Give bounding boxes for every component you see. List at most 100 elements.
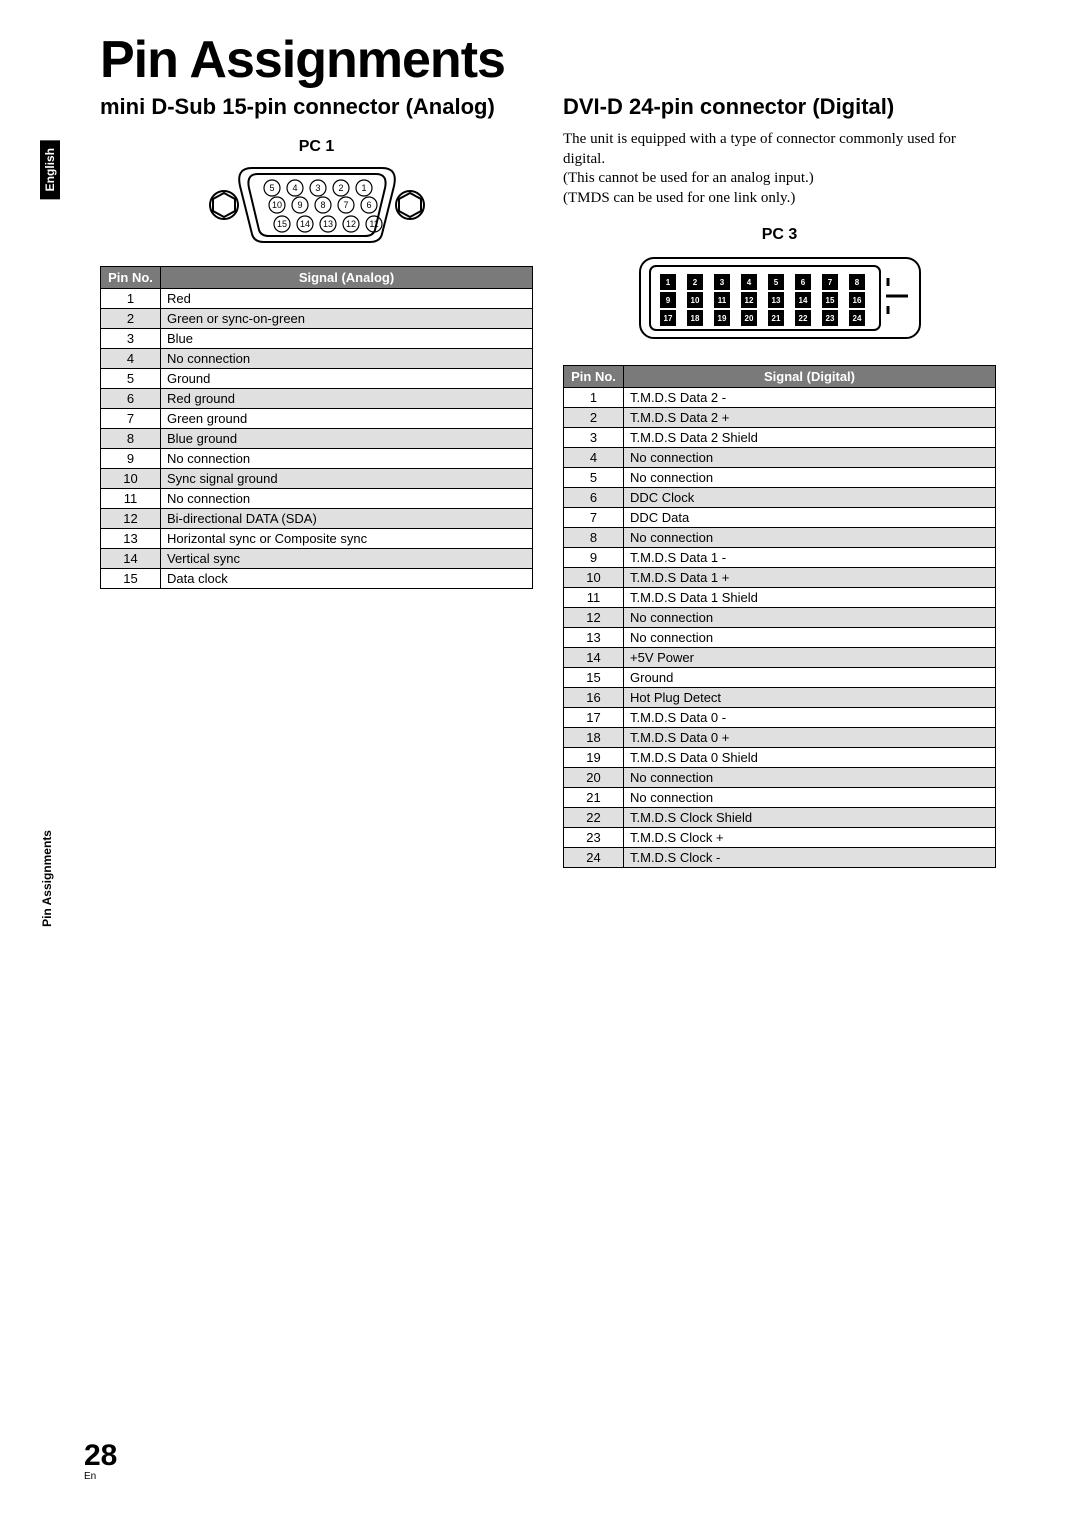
column-digital: DVI-D 24-pin connector (Digital) The uni… [563,94,996,868]
pin-no-cell: 13 [101,529,161,549]
table-row: 14Vertical sync [101,549,533,569]
table-row: 10T.M.D.S Data 1 + [564,568,996,588]
th-signal: Signal (Digital) [624,366,996,388]
svg-text:24: 24 [852,314,861,323]
signal-cell: Sync signal ground [161,469,533,489]
signal-cell: Blue [161,329,533,349]
table-row: 9No connection [101,449,533,469]
pin-no-cell: 1 [101,289,161,309]
table-row: 11T.M.D.S Data 1 Shield [564,588,996,608]
signal-cell: Ground [161,369,533,389]
page-number-value: 28 [84,1439,117,1472]
table-row: 9T.M.D.S Data 1 - [564,548,996,568]
pin-no-cell: 16 [564,688,624,708]
signal-cell: +5V Power [624,648,996,668]
digital-body-3: (TMDS can be used for one link only.) [563,189,996,209]
pin-no-cell: 3 [564,428,624,448]
pin-no-cell: 14 [101,549,161,569]
table-row: 3T.M.D.S Data 2 Shield [564,428,996,448]
signal-cell: T.M.D.S Data 0 Shield [624,748,996,768]
signal-cell: T.M.D.S Data 0 - [624,708,996,728]
signal-cell: No connection [161,449,533,469]
table-row: 19T.M.D.S Data 0 Shield [564,748,996,768]
pin-no-cell: 11 [101,489,161,509]
svg-text:22: 22 [798,314,807,323]
table-row: 22T.M.D.S Clock Shield [564,808,996,828]
table-row: 14+5V Power [564,648,996,668]
section-title-analog: mini D-Sub 15-pin connector (Analog) [100,94,533,120]
signal-cell: No connection [624,608,996,628]
th-pin-no: Pin No. [101,267,161,289]
svg-text:5: 5 [773,278,778,287]
signal-cell: DDC Clock [624,488,996,508]
signal-cell: T.M.D.S Clock Shield [624,808,996,828]
signal-cell: No connection [624,448,996,468]
signal-cell: No connection [161,489,533,509]
table-row: 11No connection [101,489,533,509]
svg-text:3: 3 [719,278,724,287]
pin-no-cell: 15 [564,668,624,688]
table-row: 13Horizontal sync or Composite sync [101,529,533,549]
page-lang: En [84,1471,117,1482]
pin-no-cell: 5 [101,369,161,389]
table-row: 6DDC Clock [564,488,996,508]
svg-text:1: 1 [665,278,670,287]
dsub15-diagram: 543211098761514131211 [202,162,432,246]
svg-text:13: 13 [771,296,780,305]
pin-no-cell: 4 [564,448,624,468]
signal-cell: Data clock [161,569,533,589]
svg-text:4: 4 [746,278,751,287]
signal-cell: T.M.D.S Data 0 + [624,728,996,748]
column-analog: mini D-Sub 15-pin connector (Analog) PC … [100,94,533,868]
table-row: 1T.M.D.S Data 2 - [564,388,996,408]
svg-text:17: 17 [663,314,672,323]
svg-text:10: 10 [271,200,281,210]
signal-cell: T.M.D.S Clock + [624,828,996,848]
signal-cell: Green or sync-on-green [161,309,533,329]
signal-cell: Horizontal sync or Composite sync [161,529,533,549]
svg-text:4: 4 [292,183,297,193]
signal-cell: Bi-directional DATA (SDA) [161,509,533,529]
pin-no-cell: 6 [101,389,161,409]
svg-text:8: 8 [854,278,859,287]
svg-text:11: 11 [369,219,378,229]
signal-cell: T.M.D.S Data 1 - [624,548,996,568]
pc3-label: PC 3 [563,226,996,244]
pin-no-cell: 14 [564,648,624,668]
signal-cell: DDC Data [624,508,996,528]
svg-text:14: 14 [798,296,807,305]
pin-no-cell: 4 [101,349,161,369]
table-row: 5Ground [101,369,533,389]
svg-text:13: 13 [322,219,332,229]
table-row: 2T.M.D.S Data 2 + [564,408,996,428]
svg-text:21: 21 [771,314,780,323]
table-row: 10Sync signal ground [101,469,533,489]
table-row: 17T.M.D.S Data 0 - [564,708,996,728]
signal-cell: No connection [161,349,533,369]
table-row: 12No connection [564,608,996,628]
signal-cell: T.M.D.S Clock - [624,848,996,868]
svg-text:15: 15 [276,219,286,229]
svg-text:6: 6 [366,200,371,210]
svg-text:23: 23 [825,314,834,323]
table-row: 24T.M.D.S Clock - [564,848,996,868]
table-row: 8No connection [564,528,996,548]
svg-text:2: 2 [338,183,343,193]
pin-no-cell: 8 [564,528,624,548]
svg-text:8: 8 [320,200,325,210]
table-row: 1Red [101,289,533,309]
pin-no-cell: 10 [101,469,161,489]
th-pin-no: Pin No. [564,366,624,388]
svg-text:7: 7 [827,278,832,287]
pin-no-cell: 11 [564,588,624,608]
side-tab-english: English [40,140,60,199]
signal-cell: T.M.D.S Data 2 - [624,388,996,408]
table-row: 18T.M.D.S Data 0 + [564,728,996,748]
svg-text:18: 18 [690,314,699,323]
svg-text:19: 19 [717,314,726,323]
page-content: Pin Assignments mini D-Sub 15-pin connec… [0,0,1080,868]
svg-text:12: 12 [345,219,355,229]
svg-text:12: 12 [744,296,753,305]
table-row: 5No connection [564,468,996,488]
pin-no-cell: 6 [564,488,624,508]
